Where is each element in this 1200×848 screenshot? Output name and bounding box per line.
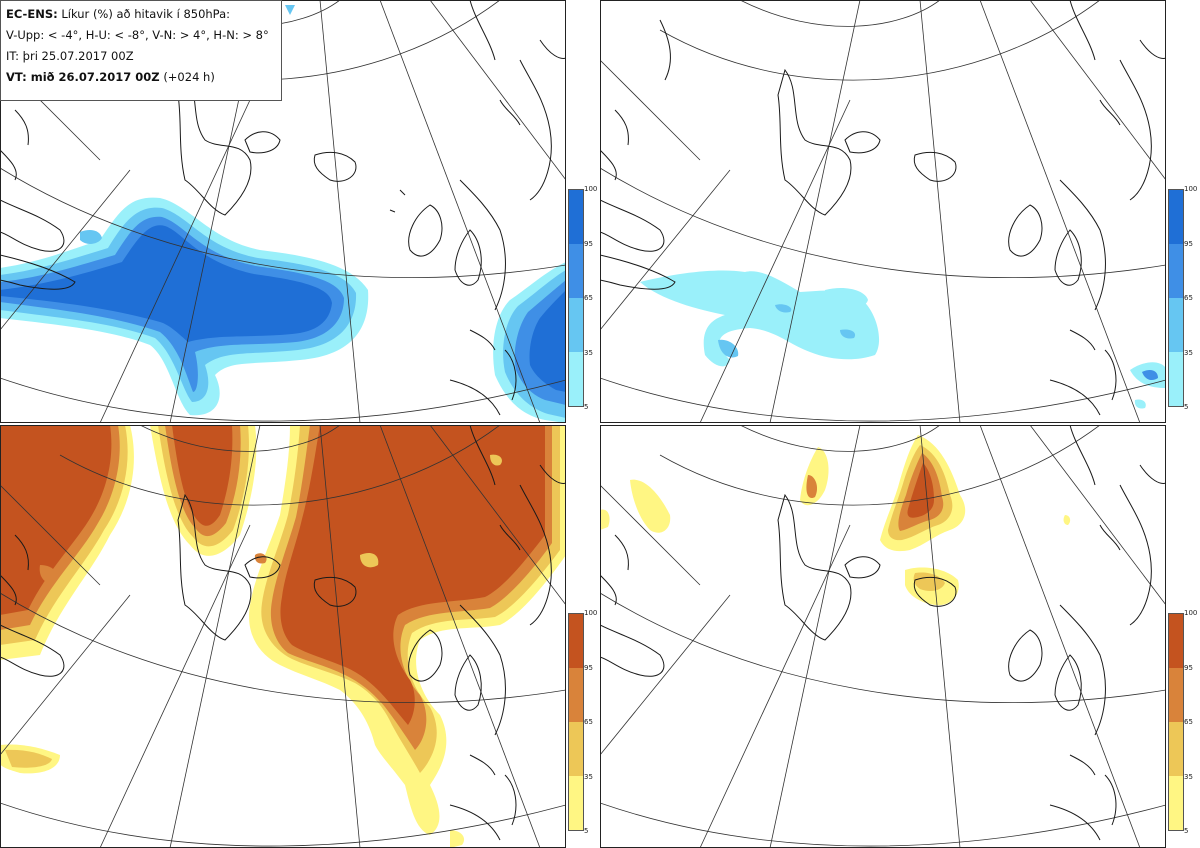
colorbar-tick-label: 100 <box>1184 185 1198 193</box>
colorbar-segment <box>1169 352 1183 406</box>
map-bottom-left <box>0 425 566 848</box>
title-line: EC-ENS: Líkur (%) að hitavik í 850hPa: <box>6 4 276 25</box>
colorbar-segment <box>569 244 583 298</box>
map-panel-bottom-left <box>0 425 566 848</box>
coastlines-bottom-right <box>600 425 1166 841</box>
title-text: Líkur (%) að hitavik í 850hPa: <box>61 7 231 21</box>
colorbar-segment <box>1169 244 1183 298</box>
colorbar-tick-label: 35 <box>584 772 593 781</box>
colorbar-tick-label: 65 <box>1184 718 1193 726</box>
product-label: EC-ENS: <box>6 7 58 21</box>
legend-line: V-Upp: < -4°, H-U: < -8°, V-N: > 4°, H-N… <box>6 28 269 42</box>
colorbar-tick-label: 100 <box>584 185 598 193</box>
colorbar-segment <box>1169 776 1183 830</box>
map-top-left <box>0 0 566 423</box>
prob-field-warm-1 <box>0 425 566 848</box>
colorbar-segment <box>569 722 583 776</box>
colorbar-tick-label: 65 <box>584 294 593 302</box>
graticule-bottom-right <box>600 425 1166 848</box>
map-panel-bottom-right <box>600 425 1166 848</box>
colorbar-tick-label: 5 <box>584 403 589 411</box>
colorbar-tick-label: 95 <box>584 239 593 248</box>
prob-field-cold-2 <box>640 270 1166 409</box>
colorbar-segment <box>569 190 583 244</box>
issue-time: IT: þri 25.07.2017 00Z <box>6 49 134 63</box>
colorbar-segment <box>1169 298 1183 352</box>
graticule-top-right <box>600 0 1166 423</box>
info-box: EC-ENS: Líkur (%) að hitavik í 850hPa: V… <box>0 0 282 101</box>
colorbar-warm-3 <box>568 613 584 831</box>
colorbar-segment <box>1169 668 1183 722</box>
map-panel-top-right <box>600 0 1166 423</box>
lead-time: (+024 h) <box>163 70 215 84</box>
colorbar-segment <box>1169 190 1183 244</box>
colorbar-segment <box>569 614 583 668</box>
colorbar-tick-label: 5 <box>1184 403 1189 411</box>
colorbar-segment <box>569 668 583 722</box>
colorbar-tick-label: 5 <box>584 827 589 835</box>
prob-field-cold-1 <box>0 5 566 423</box>
coastlines-top-left <box>0 0 566 416</box>
colorbar-tick-label: 95 <box>1184 663 1193 672</box>
colorbar-segment <box>569 352 583 406</box>
colorbar-tick-label: 65 <box>584 718 593 726</box>
colorbar-tick-label: 95 <box>584 663 593 672</box>
colorbar-tick-label: 35 <box>584 348 593 357</box>
colorbar-tick-label: 100 <box>1184 609 1198 617</box>
colorbar-tick-label: 35 <box>1184 772 1193 781</box>
colorbar-tick-label: 95 <box>1184 239 1193 248</box>
valid-time-line: VT: mið 26.07.2017 00Z (+024 h) <box>6 67 276 88</box>
prob-field-warm-2 <box>600 435 1071 606</box>
colorbar-cold-1 <box>568 189 584 407</box>
colorbar-tick-label: 100 <box>584 609 598 617</box>
coastlines-bottom-left <box>0 425 566 841</box>
colorbar-cold-2 <box>1168 189 1184 407</box>
valid-time: VT: mið 26.07.2017 00Z <box>6 70 160 84</box>
coastlines-top-right <box>600 0 1166 416</box>
map-panel-top-left <box>0 0 566 423</box>
colorbar-segment <box>569 776 583 830</box>
colorbar-tick-label: 65 <box>1184 294 1193 302</box>
colorbar-segment <box>569 298 583 352</box>
map-top-right <box>600 0 1166 423</box>
map-bottom-right <box>600 425 1166 848</box>
colorbar-warm-4 <box>1168 613 1184 831</box>
colorbar-segment <box>1169 614 1183 668</box>
colorbar-tick-label: 5 <box>1184 827 1189 835</box>
colorbar-tick-label: 35 <box>1184 348 1193 357</box>
colorbar-segment <box>1169 722 1183 776</box>
